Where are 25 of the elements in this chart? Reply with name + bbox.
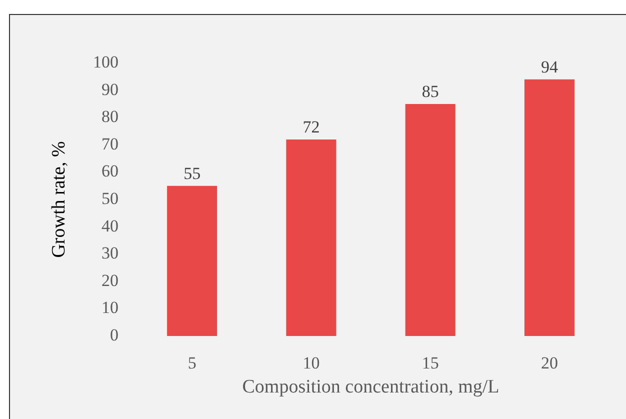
y-axis-title: Growth rate, % [48,141,70,258]
y-tick-label: 20 [102,270,118,290]
data-label: 72 [302,117,320,136]
y-tick-label: 10 [102,298,118,318]
x-tick-label: 5 [188,354,196,373]
y-tick-label: 70 [102,134,118,154]
data-label: 94 [540,57,558,76]
y-tick-label: 80 [102,107,118,126]
x-tick-label: 20 [540,354,558,373]
y-tick-label: 90 [102,80,118,99]
y-tick-label: 50 [102,188,118,208]
y-tick-label: 100 [93,52,118,72]
bar [524,79,574,336]
bar [286,139,336,336]
y-tick-label: 60 [102,162,118,181]
y-tick-label: 40 [102,216,118,236]
data-label: 55 [184,164,201,183]
y-tick-label: 0 [110,325,118,344]
x-axis-title: Composition concentration, mg/L [242,376,500,398]
bar [405,104,456,336]
y-tick-label: 30 [102,244,118,263]
x-tick-label: 10 [302,354,320,373]
data-label: 85 [422,82,439,101]
x-tick-label: 15 [422,354,439,373]
bar [167,186,218,336]
